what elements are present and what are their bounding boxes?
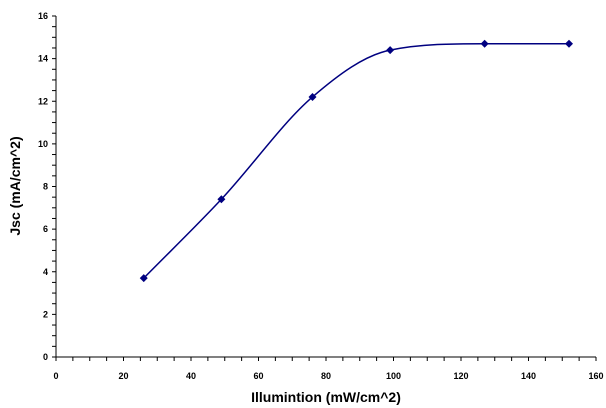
y-tick-label: 0 [43,352,48,362]
y-tick-label: 16 [38,11,48,21]
y-tick-label: 2 [43,309,48,319]
data-point-marker [386,46,395,55]
x-axis-title: Illumintion (mW/cm^2) [251,389,401,405]
data-point-marker [139,274,148,283]
y-tick-label: 12 [38,96,48,106]
data-point-marker [308,92,317,101]
x-tick-label: 40 [186,371,196,381]
tick-labels: 0 20 40 60 80 100 120 140 160 0 2 4 6 8 10 12 14 16 [38,11,604,381]
x-tick-label: 120 [453,371,468,381]
y-tick-label: 14 [38,54,48,64]
y-tick-label: 4 [43,267,48,277]
axes [55,16,596,358]
y-tick-label: 6 [43,224,48,234]
data-point-marker [480,39,489,48]
markers [139,39,573,283]
x-tick-label: 140 [521,371,536,381]
x-tick-label: 100 [386,371,401,381]
y-axis-title: Jsc (mA/cm^2) [7,136,23,235]
x-tick-label: 80 [321,371,331,381]
x-tick-label: 20 [118,371,128,381]
ticks [52,15,597,361]
data-point-marker [565,39,573,48]
x-tick-label: 160 [588,371,603,381]
x-tick-label: 0 [53,371,58,381]
series-line [143,42,569,279]
x-tick-label: 60 [253,371,263,381]
y-tick-label: 8 [43,182,48,192]
y-tick-label: 10 [38,139,48,149]
data-point-marker [217,195,226,204]
